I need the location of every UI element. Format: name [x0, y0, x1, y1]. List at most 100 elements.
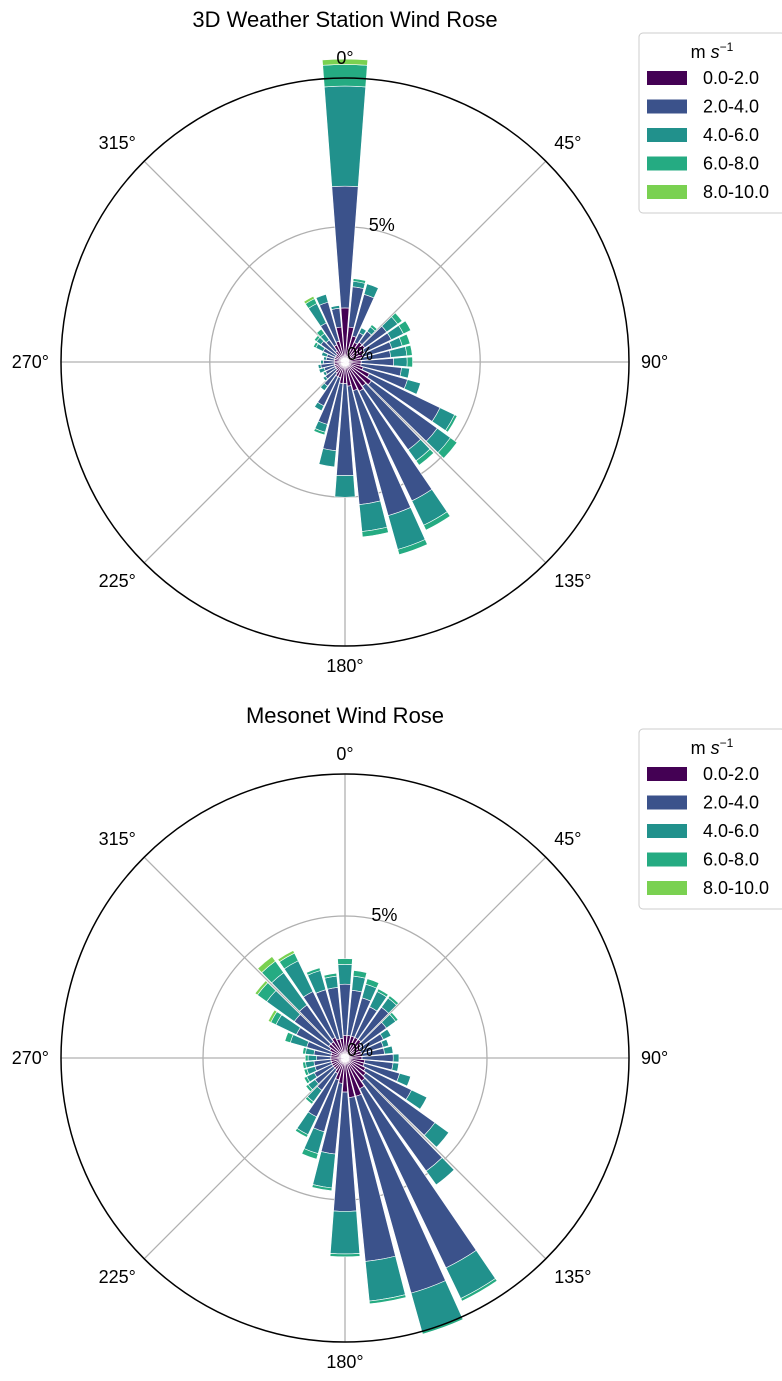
bar-segment — [391, 312, 403, 325]
bar-segment — [376, 988, 389, 998]
bar-segment — [423, 511, 451, 531]
bar-segment — [304, 1054, 309, 1062]
bar-segment — [415, 448, 435, 466]
bar-segment — [318, 367, 326, 374]
bar-segment — [391, 1062, 400, 1072]
legend-swatch — [647, 795, 687, 810]
legend-swatch — [647, 767, 687, 781]
bar-segment — [423, 1122, 450, 1148]
bar-segment — [306, 967, 321, 976]
wind-rose-panel-1: 3D Weather Station Wind Rose 0° 45° 90° 135… — [12, 7, 782, 676]
bar-segment — [365, 978, 380, 989]
angle-tick-label: 225° — [99, 571, 136, 591]
bar-segment — [337, 958, 353, 965]
bar-segment — [307, 1054, 318, 1062]
bar-segment — [329, 1253, 361, 1258]
bar-segment — [320, 382, 329, 391]
bar-segment — [392, 1053, 400, 1063]
bar-segment — [358, 500, 388, 532]
bar-segment — [352, 278, 367, 284]
chart-title: Mesonet Wind Rose — [246, 703, 444, 728]
bar-segment — [317, 364, 322, 370]
angle-tick-label: 315° — [99, 133, 136, 153]
grid-spoke — [344, 160, 547, 363]
bar-segment — [318, 448, 337, 468]
radial-tick-label: 5% — [369, 215, 395, 235]
bar-segment — [379, 1028, 392, 1040]
angle-tick-label: 180° — [326, 1352, 363, 1372]
bar-segment — [445, 414, 458, 433]
bar-segment — [303, 1068, 310, 1076]
bar-segment — [363, 283, 379, 299]
bar-segment — [404, 344, 413, 357]
angle-tick-label: 90° — [641, 352, 668, 372]
legend-swatch — [647, 185, 687, 199]
bar-segment — [397, 539, 428, 556]
bar-segment — [369, 324, 378, 332]
angle-tick-label: 45° — [554, 829, 581, 849]
bar-segment — [313, 335, 321, 342]
bar-segment — [323, 972, 338, 979]
legend-title: m s−1 — [691, 736, 734, 758]
angle-tick-label: 90° — [641, 1048, 668, 1068]
wind-rose-panel-2: Mesonet Wind Rose 0° 45° 90° 135° 180° 225° 27… — [12, 703, 782, 1372]
angle-tick-label: 135° — [554, 1267, 591, 1287]
legend-label: 0.0-2.0 — [703, 68, 759, 88]
bar-segment — [323, 356, 328, 361]
bar-segment — [405, 1089, 428, 1110]
bar-segment — [364, 1255, 406, 1302]
legend: m s−1 0.0-2.0 2.0-4.0 4.0-6.0 6.0-8.0 8.0-10… — [638, 32, 782, 214]
bar-segment — [330, 305, 340, 310]
bar-segment — [406, 356, 413, 368]
bar-segment — [302, 1061, 307, 1069]
bar-segment — [304, 1096, 314, 1105]
bar-segment — [334, 474, 356, 498]
bar-segment — [301, 1148, 319, 1160]
bar-segment — [302, 1047, 307, 1055]
angle-tick-label: 225° — [99, 1267, 136, 1287]
bar-segment — [437, 437, 458, 459]
bar-segment — [368, 1294, 407, 1305]
legend-label: 2.0-4.0 — [703, 793, 759, 813]
legend-label: 6.0-8.0 — [703, 850, 759, 870]
bar-segment — [312, 341, 319, 349]
polar-frame — [60, 77, 630, 647]
bar-segment — [380, 1038, 390, 1048]
bar-segment — [321, 351, 329, 358]
bar-segment — [352, 970, 368, 979]
bar-segment — [254, 980, 269, 996]
chart-title: 3D Weather Station Wind Rose — [192, 7, 497, 32]
bar-segment — [425, 1157, 455, 1186]
bar-segment — [305, 1084, 313, 1093]
bar-segment — [460, 1278, 498, 1302]
bar-segment — [284, 1031, 294, 1044]
bar-segment — [398, 320, 412, 335]
bar-segment — [393, 357, 408, 367]
bar-segment — [323, 85, 367, 188]
legend-label: 4.0-6.0 — [703, 125, 759, 145]
bar-segment — [403, 379, 421, 395]
legend-title: m s−1 — [691, 40, 734, 62]
bar-segment — [267, 1009, 278, 1023]
bar-segment — [314, 401, 325, 412]
polar-frame — [60, 773, 630, 1343]
angle-tick-label: 315° — [99, 829, 136, 849]
legend-label: 2.0-4.0 — [703, 97, 759, 117]
bar-segment — [324, 975, 339, 990]
angle-tick-label: 270° — [12, 352, 49, 372]
bar-segment — [358, 327, 367, 336]
angle-tick-label: 0° — [336, 744, 353, 764]
bar-segment — [351, 975, 366, 993]
bar-segment — [389, 1011, 399, 1022]
bar-segment — [321, 58, 369, 66]
bar-segment — [322, 370, 328, 377]
legend-label: 8.0-10.0 — [703, 878, 769, 898]
bar-segment — [303, 1076, 311, 1085]
legend-swatch — [647, 852, 687, 867]
angle-tick-label: 45° — [554, 133, 581, 153]
angle-tick-label: 135° — [554, 571, 591, 591]
legend-swatch — [647, 128, 687, 142]
bar-segment — [322, 375, 329, 382]
grid-spoke — [143, 160, 346, 363]
